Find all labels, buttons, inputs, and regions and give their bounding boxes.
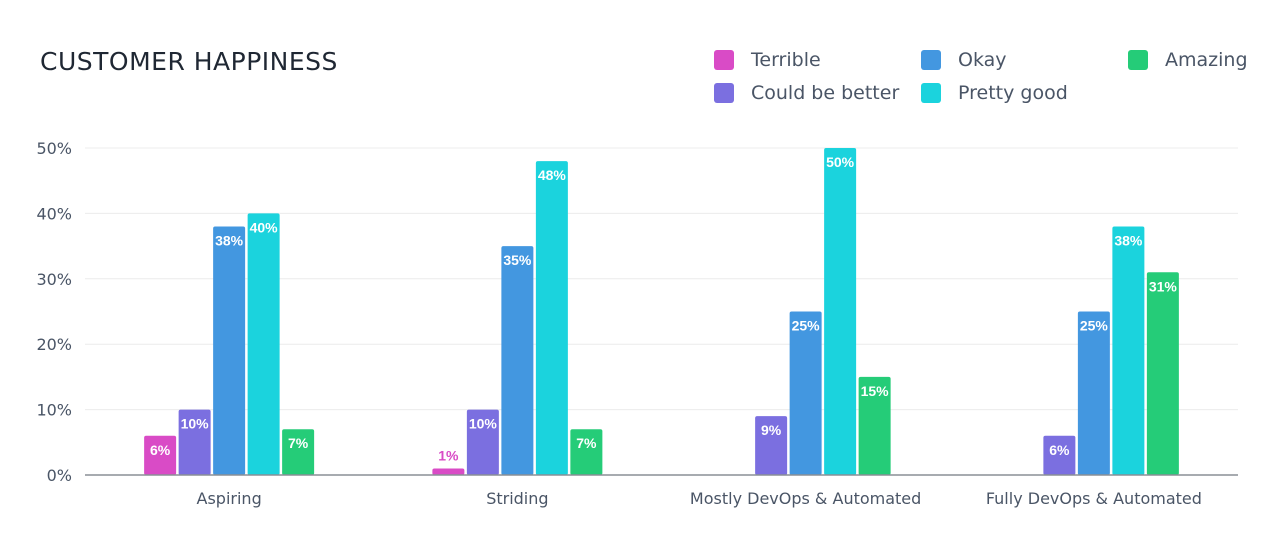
legend-swatch xyxy=(714,83,734,103)
data-label: 7% xyxy=(576,435,597,451)
legend-label: Amazing xyxy=(1165,49,1248,71)
data-label: 25% xyxy=(792,318,821,334)
bar xyxy=(789,311,822,475)
data-label: 9% xyxy=(761,422,782,438)
legend-label: Pretty good xyxy=(958,82,1068,104)
legend: Terrible Could be better Okay Pretty good Am… xyxy=(714,49,1248,104)
data-label: 38% xyxy=(1114,232,1143,248)
data-label: 15% xyxy=(861,383,890,399)
y-axis: 0% 10% 20% 30% 40% 50% xyxy=(36,139,72,485)
data-label: 31% xyxy=(1149,278,1178,294)
data-label: 6% xyxy=(1049,442,1070,458)
legend-label: Okay xyxy=(958,49,1007,71)
legend-swatch xyxy=(1128,50,1148,70)
x-axis: Aspiring Striding Mostly DevOps & Automate… xyxy=(85,474,1238,508)
bar xyxy=(824,148,857,475)
y-tick-label: 10% xyxy=(36,401,72,420)
bar xyxy=(282,429,315,475)
data-label: 50% xyxy=(826,154,855,170)
data-label: 48% xyxy=(538,167,567,183)
bar xyxy=(1112,226,1145,475)
y-tick-label: 40% xyxy=(36,204,72,223)
x-tick-label: Fully DevOps & Automated xyxy=(986,489,1202,508)
data-label: 6% xyxy=(150,442,171,458)
bar xyxy=(466,409,499,475)
y-tick-label: 50% xyxy=(36,139,72,158)
chart-title: CUSTOMER HAPPINESS xyxy=(40,47,338,76)
x-tick-label: Aspiring xyxy=(197,489,262,508)
bar xyxy=(178,409,211,475)
bar xyxy=(144,435,177,475)
bar xyxy=(501,246,534,475)
bar xyxy=(755,416,788,475)
y-tick-label: 0% xyxy=(47,466,72,485)
bar xyxy=(535,161,568,475)
bar xyxy=(432,468,465,475)
data-label: 10% xyxy=(181,416,210,432)
bar xyxy=(1146,272,1179,475)
data-label: 40% xyxy=(250,219,279,235)
legend-label: Could be better xyxy=(751,82,899,104)
bars: 6% 10% 38% 40% 7% 1% 10% 35% 48% 7% 9% 25% 50% 15% 6% 2… xyxy=(144,148,1179,475)
y-tick-label: 20% xyxy=(36,335,72,354)
bar xyxy=(1043,435,1076,475)
bar xyxy=(858,376,891,475)
bar xyxy=(570,429,603,475)
x-tick-label: Mostly DevOps & Automated xyxy=(690,489,921,508)
data-label: 35% xyxy=(503,252,532,268)
legend-label: Terrible xyxy=(750,49,821,71)
bar xyxy=(247,213,280,475)
data-label: 7% xyxy=(288,435,309,451)
x-tick-label: Striding xyxy=(486,489,548,508)
legend-swatch xyxy=(921,50,941,70)
legend-swatch xyxy=(714,50,734,70)
data-label: 1% xyxy=(438,447,459,463)
data-label: 25% xyxy=(1080,318,1109,334)
y-tick-label: 30% xyxy=(36,270,72,289)
data-label: 10% xyxy=(469,416,498,432)
bar xyxy=(213,226,246,475)
legend-swatch xyxy=(921,83,941,103)
bar xyxy=(1077,311,1110,475)
data-label: 38% xyxy=(215,232,244,248)
